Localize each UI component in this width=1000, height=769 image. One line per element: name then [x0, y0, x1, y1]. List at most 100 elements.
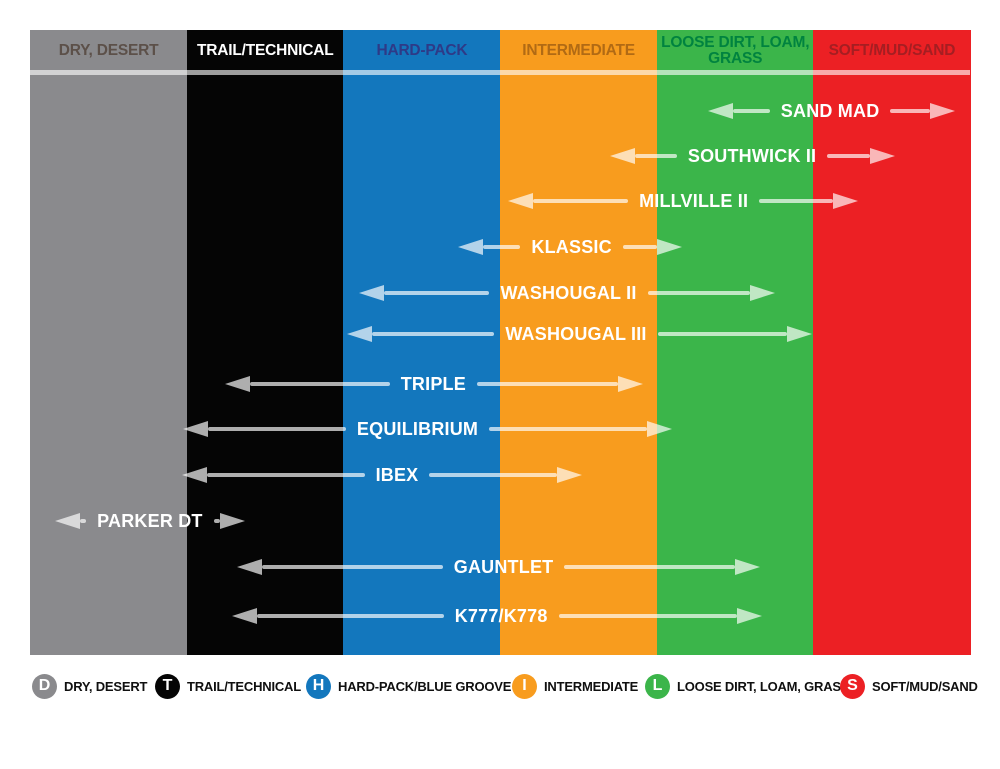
legend-badge-letter: I — [522, 677, 527, 694]
legend-item-label: LOOSE DIRT, LOAM, GRASS — [677, 678, 850, 694]
column-header: DRY, DESERT — [30, 30, 187, 72]
arrow-line-left — [208, 427, 346, 431]
tire-row-washougal-iii: WASHOUGAL III — [347, 323, 812, 345]
terrain-column-soft-mud-sand: SOFT/MUD/SAND — [813, 30, 971, 655]
tire-row-washougal-ii: WASHOUGAL II — [359, 282, 775, 304]
tire-row-sand-mad: SAND MAD — [708, 100, 955, 122]
tire-label: EQUILIBRIUM — [356, 418, 479, 439]
arrow-left-icon — [232, 608, 257, 624]
arrow-left-icon — [183, 421, 208, 437]
arrow-left-icon — [508, 193, 533, 209]
arrow-right-icon — [657, 239, 682, 255]
arrow-line-left — [635, 154, 677, 158]
arrow-line-left — [733, 109, 770, 113]
arrow-left-icon — [359, 285, 384, 301]
tire-row-k777-k778: K777/K778 — [232, 605, 762, 627]
arrow-line-left — [250, 382, 390, 386]
arrow-left-icon — [610, 148, 635, 164]
tire-label: KLASSIC — [531, 236, 612, 257]
arrow-line-right — [429, 473, 557, 477]
legend-item-loose-dirt-loam-grass: L LOOSE DIRT, LOAM, GRASS — [645, 672, 850, 700]
tire-row-ibex: IBEX — [182, 464, 582, 486]
arrow-line-left — [80, 519, 87, 523]
column-header-label: HARD-PACK — [376, 41, 468, 59]
tire-label: WASHOUGAL III — [505, 323, 647, 344]
terrain-legend: D DRY, DESERT T TRAIL/TECHNICAL H HARD-PACK/B… — [0, 672, 1000, 702]
arrow-line-left — [207, 473, 365, 477]
arrow-right-icon — [787, 326, 812, 342]
legend-badge-letter: T — [162, 677, 173, 694]
arrow-left-icon — [55, 513, 80, 529]
terrain-column-loose-dirt-loam-grass: LOOSE DIRT, LOAM, GRASS — [656, 30, 814, 655]
arrow-line-left — [262, 565, 443, 569]
tire-label: PARKER DT — [97, 510, 203, 531]
tire-row-equilibrium: EQUILIBRIUM — [183, 418, 672, 440]
tire-label: TRIPLE — [400, 373, 466, 394]
terrain-badge-h-icon: H — [306, 673, 331, 699]
terrain-badge-d-icon: D — [32, 673, 57, 699]
tire-row-triple: TRIPLE — [225, 373, 643, 395]
terrain-column-intermediate: INTERMEDIATE — [500, 30, 658, 655]
column-header-label: SOFT/MUD/SAND — [828, 41, 956, 59]
terrain-column-dry-desert: DRY, DESERT — [30, 30, 188, 655]
column-header-label: DRY, DESERT — [58, 41, 159, 59]
legend-badge-letter: D — [38, 677, 51, 694]
column-header: INTERMEDIATE — [500, 30, 657, 72]
legend-item-trail-technical: T TRAIL/TECHNICAL — [155, 672, 301, 700]
tire-label: K777/K778 — [454, 605, 548, 626]
terrain-badge-i-icon: I — [512, 673, 537, 699]
column-header: TRAIL/TECHNICAL — [187, 30, 344, 72]
arrow-line-right — [476, 382, 618, 386]
tire-row-gauntlet: GAUNTLET — [237, 556, 760, 578]
terrain-column-trail-technical: TRAIL/TECHNICAL — [186, 30, 344, 655]
arrow-left-icon — [237, 559, 262, 575]
arrow-left-icon — [458, 239, 483, 255]
column-header: HARD-PACK — [343, 30, 500, 72]
legend-item-soft-mud-sand: S SOFT/MUD/SAND — [840, 672, 978, 700]
column-header: LOOSE DIRT, LOAM, GRASS — [657, 30, 814, 72]
arrow-right-icon — [930, 103, 955, 119]
arrow-line-right — [647, 291, 750, 295]
arrow-right-icon — [737, 608, 762, 624]
arrow-right-icon — [647, 421, 672, 437]
arrow-left-icon — [182, 467, 207, 483]
arrow-line-right — [489, 427, 647, 431]
arrow-line-left — [372, 332, 495, 336]
arrow-left-icon — [708, 103, 733, 119]
header-separator-line — [30, 70, 970, 75]
tire-row-klassic: KLASSIC — [458, 236, 682, 258]
tire-label: GAUNTLET — [453, 556, 554, 577]
legend-item-label: SOFT/MUD/SAND — [872, 678, 978, 694]
arrow-line-left — [533, 199, 629, 203]
arrow-line-left — [257, 614, 444, 618]
tire-row-parker-dt: PARKER DT — [55, 510, 245, 532]
terrain-badge-t-icon: T — [155, 673, 180, 699]
legend-badge-letter: H — [312, 677, 325, 694]
column-header-label: LOOSE DIRT, LOAM, GRASS — [661, 33, 810, 67]
arrow-line-right — [622, 245, 657, 249]
legend-item-hard-pack-blue-groove: H HARD-PACK/BLUE GROOVE — [306, 672, 511, 700]
arrow-right-icon — [735, 559, 760, 575]
tire-row-millville-ii: MILLVILLE II — [508, 190, 858, 212]
arrow-right-icon — [557, 467, 582, 483]
arrow-line-right — [657, 332, 787, 336]
arrow-line-right — [213, 519, 220, 523]
arrow-left-icon — [347, 326, 372, 342]
legend-item-label: HARD-PACK/BLUE GROOVE — [338, 678, 512, 694]
legend-item-label: INTERMEDIATE — [544, 678, 639, 694]
arrow-line-right — [759, 199, 833, 203]
arrow-line-right — [890, 109, 930, 113]
column-header-label: TRAIL/TECHNICAL — [196, 41, 334, 59]
arrow-line-left — [384, 291, 490, 295]
arrow-right-icon — [618, 376, 643, 392]
terrain-column-hard-pack: HARD-PACK — [343, 30, 501, 655]
terrain-badge-s-icon: S — [840, 673, 865, 699]
legend-badge-letter: S — [847, 677, 858, 694]
legend-item-label: TRAIL/TECHNICAL — [187, 678, 301, 694]
arrow-right-icon — [870, 148, 895, 164]
arrow-line-right — [827, 154, 870, 158]
arrow-right-icon — [750, 285, 775, 301]
legend-item-intermediate: I INTERMEDIATE — [512, 672, 638, 700]
